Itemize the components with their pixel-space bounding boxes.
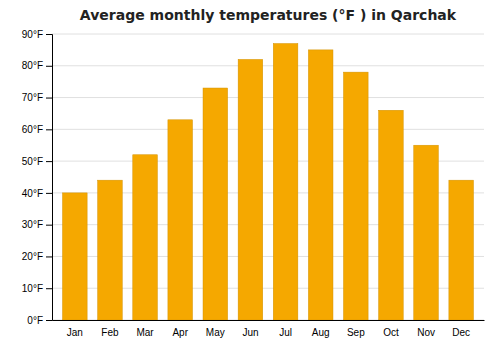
tick: 70°F (22, 92, 52, 103)
tick-mark (46, 161, 52, 162)
tick: Jan (67, 327, 83, 338)
tick-label: Apr (172, 327, 188, 338)
tick-label: Jan (67, 327, 83, 338)
x-axis: Jan Feb Mar Apr May Jun Jul Aug Sep Oct Nov Dec (53, 321, 485, 339)
tick-label: 70°F (22, 92, 43, 103)
bar (168, 120, 193, 320)
tick-label: 20°F (22, 251, 43, 262)
tick: Jun (242, 327, 258, 338)
grid-line (52, 97, 484, 98)
tick-label: May (206, 327, 225, 338)
bar (203, 88, 228, 320)
tick-mark (46, 288, 52, 289)
title: Average monthly temperatures (°F ) in Qa… (80, 7, 457, 23)
tick: Apr (172, 327, 188, 338)
tick-label: Oct (383, 327, 399, 338)
grid-line (52, 129, 484, 130)
tick-label: Feb (101, 327, 119, 338)
tick: May (206, 327, 225, 338)
bar (133, 155, 158, 320)
tick: 20°F (22, 251, 52, 262)
tick: 60°F (22, 124, 52, 135)
tick: Nov (417, 327, 435, 338)
axis-line (53, 320, 485, 321)
bar (98, 180, 123, 320)
tick-label: 0°F (27, 315, 43, 326)
bar (273, 44, 298, 320)
tick-mark (46, 225, 52, 226)
tick-mark (46, 193, 52, 194)
tick-label: Jul (279, 327, 292, 338)
chart: 0°F 10°F 20°F 30°F 40°F 50°F 60°F 70°F 80°F 90°F J… (0, 0, 500, 350)
bars (63, 44, 474, 320)
bar (449, 180, 474, 320)
tick: 0°F (27, 315, 52, 326)
bar (308, 50, 333, 320)
tick-label: 90°F (22, 29, 43, 40)
grid-line (52, 65, 484, 66)
bar (238, 59, 263, 320)
bar (379, 110, 404, 320)
tick-label: Mar (136, 327, 154, 338)
tick-label: 30°F (22, 219, 43, 230)
tick-mark (46, 256, 52, 257)
bar (344, 72, 369, 320)
tick-mark (46, 66, 52, 67)
tick: 80°F (22, 60, 52, 71)
bar (414, 145, 439, 320)
tick-label: Nov (417, 327, 435, 338)
tick: 50°F (22, 156, 52, 167)
bar (63, 193, 88, 320)
tick-label: 80°F (22, 60, 43, 71)
tick: Jul (279, 327, 292, 338)
tick: Dec (452, 327, 470, 338)
tick: 10°F (22, 283, 52, 294)
plot: 0°F 10°F 20°F 30°F 40°F 50°F 60°F 70°F 80°F 90°F J… (22, 29, 485, 338)
tick-label: 10°F (22, 283, 43, 294)
tick-mark (46, 34, 52, 35)
tick-label: 50°F (22, 156, 43, 167)
tick-label: Aug (312, 327, 330, 338)
tick-label: Sep (347, 327, 365, 338)
grid-line (52, 34, 484, 35)
tick: Oct (383, 327, 399, 338)
tick-label: 60°F (22, 124, 43, 135)
axis-line (46, 35, 53, 321)
tick: 30°F (22, 219, 52, 230)
tick: Sep (347, 327, 365, 338)
tick-label: Jun (242, 327, 258, 338)
y-axis: 0°F 10°F 20°F 30°F 40°F 50°F 60°F 70°F 80°F 90°F (22, 29, 53, 326)
tick: Feb (101, 327, 119, 338)
tick: 90°F (22, 29, 52, 40)
tick-label: 40°F (22, 188, 43, 199)
tick: Mar (136, 327, 154, 338)
tick-mark (46, 320, 52, 321)
tick-label: Dec (452, 327, 470, 338)
tick: Aug (312, 327, 330, 338)
tick-mark (46, 98, 52, 99)
grid (52, 34, 484, 320)
tick: 40°F (22, 188, 52, 199)
tick-mark (46, 129, 52, 130)
